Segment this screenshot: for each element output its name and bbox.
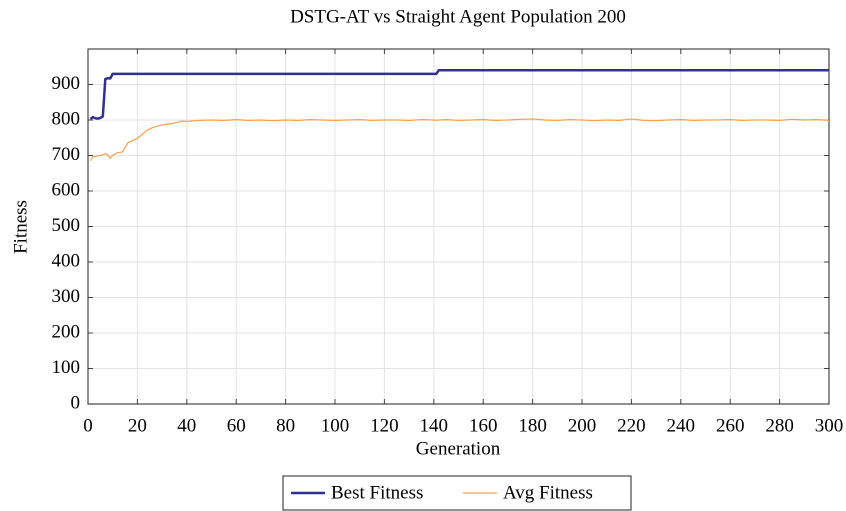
x-tick-label: 60	[227, 415, 246, 436]
y-tick-label: 300	[52, 286, 81, 307]
y-tick-label: 800	[52, 108, 81, 129]
x-tick-label: 240	[667, 415, 696, 436]
y-tick-label: 600	[52, 179, 81, 200]
x-tick-label: 100	[321, 415, 350, 436]
y-tick-label: 400	[52, 250, 81, 271]
y-tick-label: 100	[52, 357, 81, 378]
y-tick-label: 700	[52, 144, 81, 165]
x-tick-label: 180	[518, 415, 547, 436]
x-tick-label: 220	[617, 415, 646, 436]
x-tick-label: 200	[568, 415, 597, 436]
x-tick-label: 0	[83, 415, 93, 436]
series-line	[89, 69, 829, 120]
x-tick-label: 20	[128, 415, 147, 436]
chart-title: DSTG-AT vs Straight Agent Population 200	[290, 6, 626, 27]
x-axis-label: Generation	[416, 438, 501, 459]
x-tick-label: 280	[765, 415, 794, 436]
x-tick-label: 40	[177, 415, 196, 436]
x-tick-label: 160	[469, 415, 498, 436]
x-tick-label: 140	[420, 415, 449, 436]
x-tick-label: 300	[815, 415, 844, 436]
y-tick-label: 900	[52, 73, 81, 94]
x-tick-label: 260	[716, 415, 745, 436]
x-tick-label: 120	[370, 415, 399, 436]
series-line	[89, 118, 830, 162]
plot-frame	[87, 48, 830, 405]
y-axis-label: Fitness	[10, 200, 31, 254]
x-tick-label: 80	[276, 415, 295, 436]
y-tick-label: 0	[71, 392, 81, 413]
legend-label: Best Fitness	[331, 482, 423, 503]
y-tick-label: 500	[52, 215, 81, 236]
legend-box	[282, 475, 632, 511]
y-tick-label: 200	[52, 321, 81, 342]
legend-label: Avg Fitness	[503, 482, 593, 503]
